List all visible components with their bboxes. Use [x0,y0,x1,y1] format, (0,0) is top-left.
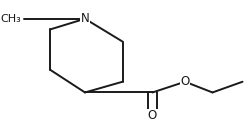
Text: O: O [148,109,157,122]
Text: CH₃: CH₃ [0,14,21,24]
Text: N: N [80,12,90,25]
Text: O: O [180,75,190,88]
